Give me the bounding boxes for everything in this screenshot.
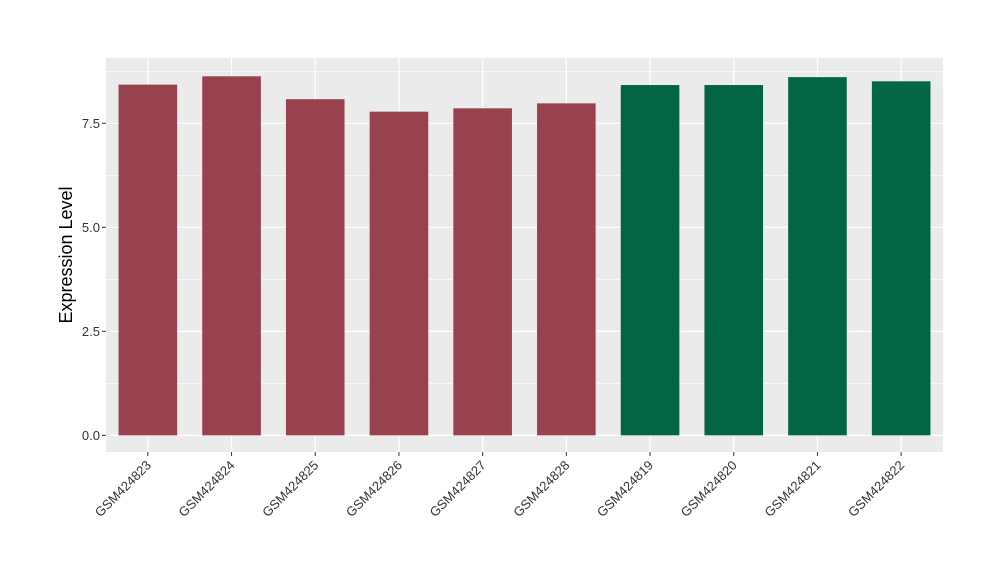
x-tick-label: GSM424827 bbox=[427, 458, 489, 520]
x-tick-label: GSM424819 bbox=[594, 458, 656, 520]
y-tick-label: 0.0 bbox=[82, 428, 100, 443]
bar bbox=[871, 81, 931, 436]
bar bbox=[202, 76, 261, 436]
x-tick-label: GSM424825 bbox=[259, 458, 321, 520]
y-tick-label: 5.0 bbox=[82, 220, 100, 235]
bar bbox=[369, 111, 429, 436]
x-tick-label: GSM424823 bbox=[92, 458, 154, 520]
bar bbox=[537, 103, 596, 436]
bar bbox=[453, 108, 512, 436]
bar bbox=[285, 99, 345, 436]
y-tick-label: 2.5 bbox=[82, 324, 100, 339]
x-tick-label: GSM424822 bbox=[845, 458, 907, 520]
bar bbox=[118, 84, 178, 436]
bars bbox=[118, 76, 931, 436]
bar bbox=[620, 85, 680, 436]
x-tick-label: GSM424826 bbox=[343, 458, 405, 520]
y-tick-label: 7.5 bbox=[82, 116, 100, 131]
x-axis: GSM424823 GSM424824 GSM424825 GSM424826 GSM4… bbox=[92, 452, 907, 520]
x-tick-label: GSM424820 bbox=[678, 458, 740, 520]
bar bbox=[788, 77, 847, 436]
x-tick-label: GSM424824 bbox=[175, 458, 237, 520]
x-tick-label: GSM424828 bbox=[510, 458, 572, 520]
bar bbox=[704, 85, 764, 436]
y-axis-title: Expression Level bbox=[56, 186, 76, 323]
y-axis: 0.0 2.5 5.0 7.5 bbox=[82, 116, 106, 443]
x-tick-label: GSM424821 bbox=[761, 458, 823, 520]
